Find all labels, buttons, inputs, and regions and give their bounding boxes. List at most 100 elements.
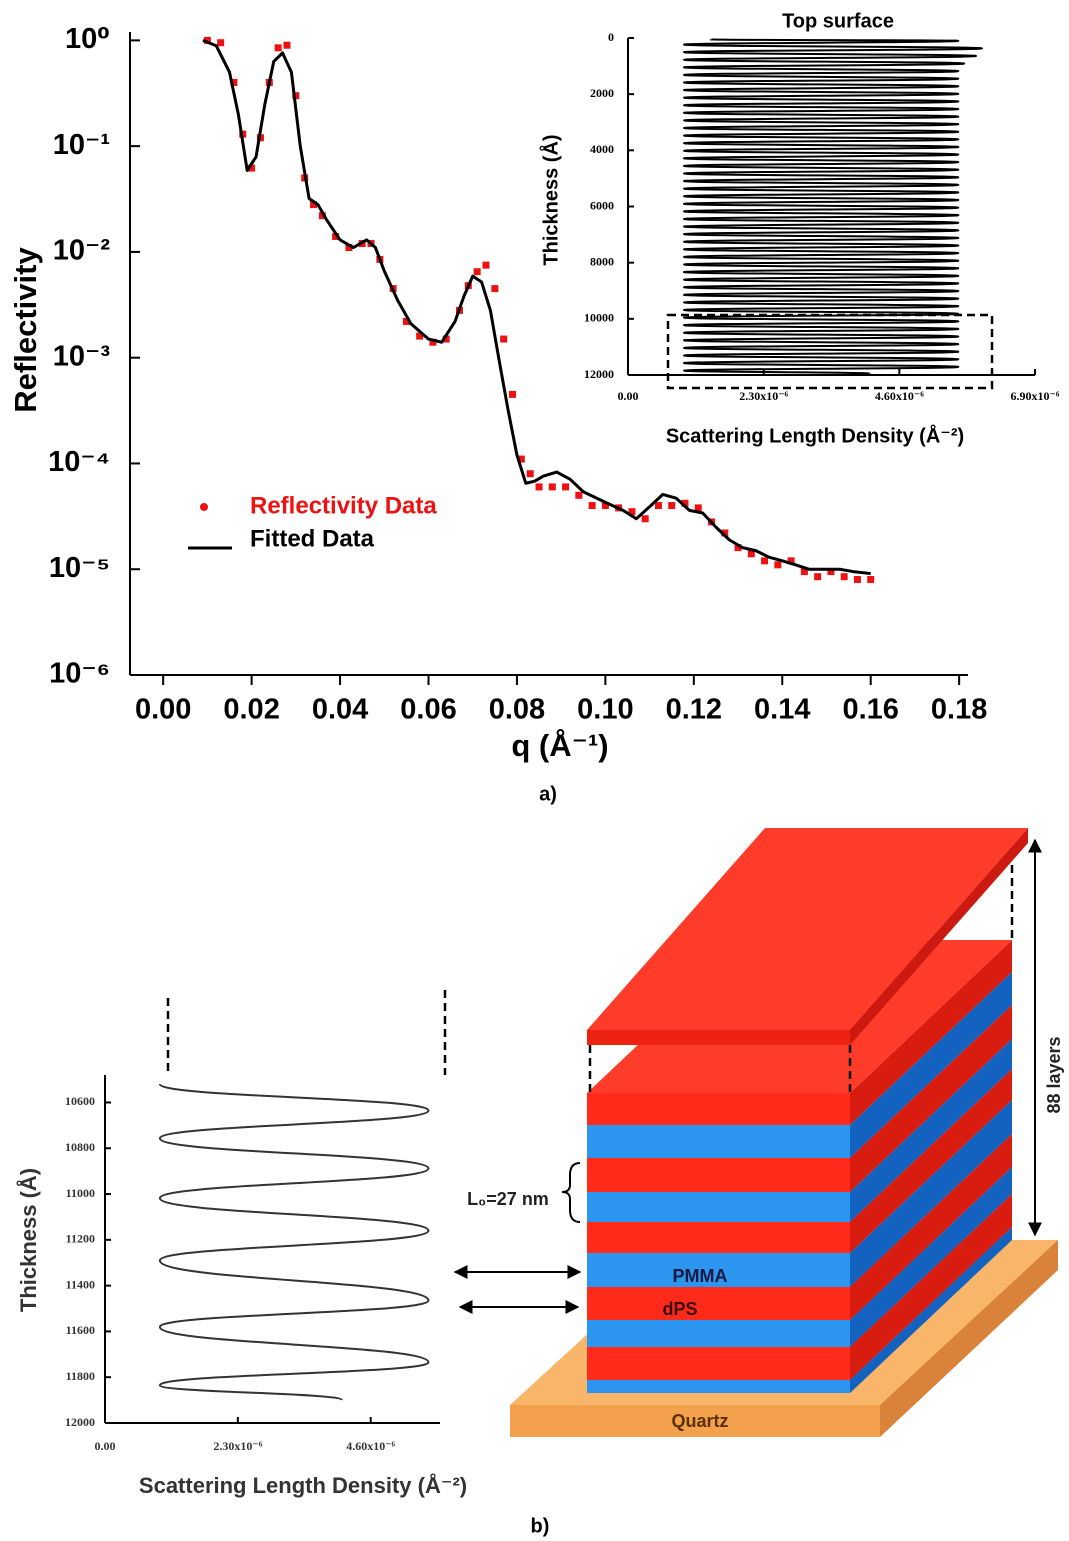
y-tick-label: 10⁻⁴ [48, 446, 110, 478]
legend-label: Reflectivity Data [250, 492, 437, 519]
y-tick-label: 10⁻² [53, 235, 111, 267]
x-tick-label: 2.30x10⁻⁶ [739, 389, 788, 403]
data-point [416, 332, 424, 340]
data-point [473, 268, 481, 276]
x-tick-label: 0.18 [931, 694, 987, 726]
layer-side [850, 1100, 1012, 1287]
data-point [800, 568, 808, 576]
data-point [761, 557, 769, 565]
x-axis-title: q (Å⁻¹) [511, 728, 608, 763]
data-point [332, 232, 340, 240]
y-axis-title: Thickness (Å) [15, 1168, 41, 1312]
data-point [601, 502, 609, 510]
data-point [491, 285, 499, 293]
data-point [668, 502, 676, 510]
x-tick-label: 0.00 [618, 389, 639, 403]
layer-side [850, 1227, 1012, 1393]
x-tick-label: 4.60x10⁻⁶ [875, 389, 924, 403]
sheet-side [850, 828, 1028, 1045]
data-point [230, 78, 238, 86]
data-point [867, 575, 875, 583]
quartz-front [510, 1405, 880, 1437]
x-tick-label: 6.90x10⁻⁶ [1011, 389, 1060, 403]
layer-side [850, 1167, 1012, 1347]
data-point [345, 244, 353, 252]
layer-front [587, 1347, 850, 1380]
x-tick-label: 0.04 [312, 694, 368, 726]
data-point [442, 335, 450, 343]
sheet-top [587, 828, 1028, 1030]
y-tick-label: 10⁻³ [53, 340, 111, 372]
data-point [274, 44, 282, 52]
y-tick-label: 10⁰ [65, 23, 110, 55]
data-point [588, 502, 596, 510]
data-point [774, 561, 782, 569]
data-point [734, 544, 742, 552]
y-tick-label: 12000 [584, 367, 614, 381]
y-tick-label: 11000 [66, 1186, 95, 1200]
layer-side [850, 940, 1012, 1125]
x-tick-label: 0.00 [95, 1439, 116, 1453]
y-axis-title: Reflectivity [8, 247, 43, 413]
data-point [814, 573, 822, 581]
y-tick-label: 12000 [65, 1415, 95, 1429]
data-point [526, 470, 534, 478]
x-tick-label: 0.16 [842, 694, 898, 726]
data-point [654, 502, 662, 510]
x-tick-label: 0.02 [223, 694, 279, 726]
data-point [318, 212, 326, 220]
y-tick-label: 10800 [65, 1140, 95, 1154]
chart: 10600 10800 11000 11200 11400 11600 11800 12000… [15, 1075, 467, 1498]
layer-front [587, 1192, 850, 1222]
x-tick-label: 0.14 [754, 694, 810, 726]
data-point [787, 557, 795, 565]
layers-label: 88 layers [1044, 1036, 1064, 1113]
data-point [827, 568, 835, 576]
layer-side [850, 1194, 1012, 1380]
y-tick-label: 11800 [66, 1369, 95, 1383]
sheet-front [587, 1030, 850, 1045]
y-tick-label: 8000 [590, 254, 614, 268]
x-tick-label: 0.10 [577, 694, 633, 726]
y-tick-label: 11400 [66, 1277, 95, 1291]
y-tick-label: 10600 [65, 1094, 95, 1108]
data-point [402, 317, 410, 325]
data-point [694, 504, 702, 512]
data-point [721, 529, 729, 537]
quartz-side [880, 1240, 1058, 1437]
data-point [575, 491, 583, 499]
y-tick-label: 10⁻⁵ [49, 552, 110, 584]
data-line [683, 38, 983, 375]
data-point [840, 573, 848, 581]
y-axis-title: Thickness (Å) [538, 134, 562, 265]
x-tick-label: 0.00 [135, 694, 191, 726]
data-point [217, 39, 225, 47]
data-point [292, 92, 300, 100]
data-point [283, 41, 291, 49]
y-tick-label: 11600 [66, 1323, 95, 1337]
layer-side [850, 1039, 1012, 1222]
layer-front [587, 1380, 850, 1393]
x-tick-label: 2.30x10⁻⁶ [213, 1439, 262, 1453]
legend-marker [200, 503, 208, 511]
y-tick-label: 2000 [590, 86, 614, 100]
data-point [517, 455, 525, 463]
y-tick-label: 10⁻¹ [53, 129, 110, 161]
x-tick-label: 0.08 [489, 694, 545, 726]
period-label: L₀=27 nm [467, 1189, 549, 1209]
data-point [853, 575, 861, 583]
data-point [562, 483, 570, 491]
x-axis-title: Scattering Length Density (Å⁻²) [139, 1472, 467, 1498]
layer-side [850, 972, 1012, 1158]
layer-diagram: 88 layers L₀=27 nm PMMA dPS Quartz [453, 828, 1064, 1437]
legend-label: Fitted Data [250, 525, 375, 552]
layer-side [850, 1134, 1012, 1320]
data-point [310, 201, 318, 209]
data-point [248, 164, 256, 172]
layer-front [587, 1222, 850, 1253]
chart-title: Top surface [782, 10, 894, 32]
y-tick-label: 0 [608, 30, 614, 44]
data-point [500, 335, 508, 343]
layer-front [587, 1093, 850, 1125]
